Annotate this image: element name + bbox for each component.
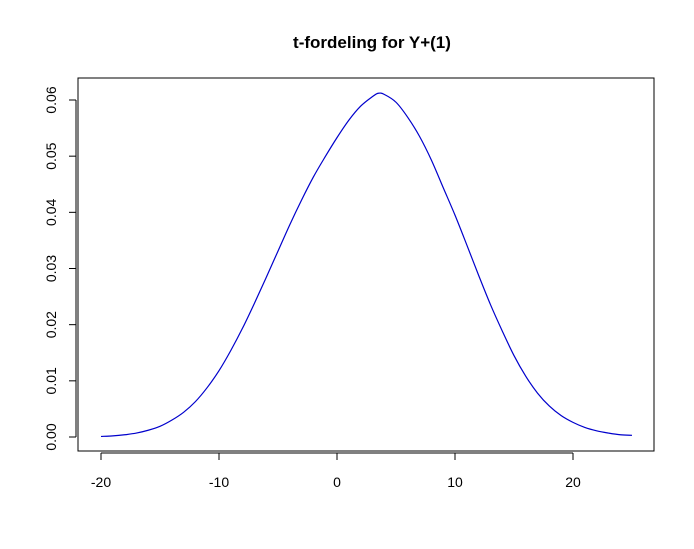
data-point [584,427,585,428]
data-point [242,327,243,328]
y-tick-label: 0.04 [43,198,59,225]
density-curve-line [100,92,633,438]
data-point [466,244,467,245]
data-point [631,435,632,436]
data-point [490,304,491,305]
y-tick-label: 0.02 [43,311,59,338]
data-point [384,94,385,95]
data-point [195,401,196,402]
data-point [525,376,526,377]
y-tick-label: 0.01 [43,367,59,394]
data-point [419,136,420,137]
data-point [313,176,314,177]
data-point [100,436,101,437]
series-layer [100,92,633,438]
data-point [431,159,432,160]
data-point [266,277,267,278]
data-point [301,199,302,200]
data-point [277,250,278,251]
data-point [230,350,231,351]
y-tick-label: 0.05 [43,142,59,169]
data-point [378,93,379,94]
data-point [596,430,597,431]
y-axis: 0.00 0.01 0.02 0.03 0.04 0.05 0.06 [43,86,77,451]
x-tick-label: -20 [91,474,111,490]
data-point [537,393,538,394]
data-point [407,117,408,118]
x-tick-label: -10 [209,474,229,490]
data-point [325,156,326,157]
data-point [502,330,503,331]
data-point [395,102,396,103]
chart-title: t-fordeling for Y+(1) [293,33,451,52]
plot-frame [77,77,655,452]
data-point [159,426,160,427]
data-point [148,430,149,431]
data-point [561,415,562,416]
x-tick-label: 0 [333,474,341,490]
data-point [360,106,361,107]
data-point [207,387,208,388]
data-point [454,215,455,216]
data-point [620,434,621,435]
y-tick-label: 0.03 [43,255,59,282]
data-point [478,275,479,276]
x-axis: -20 -10 0 10 20 [91,452,581,490]
data-point [254,303,255,304]
data-point [608,432,609,433]
data-point [443,187,444,188]
data-point [183,412,184,413]
data-point [513,355,514,356]
data-point [112,435,113,436]
data-point [124,434,125,435]
data-point [572,422,573,423]
data-point [171,420,172,421]
data-point [549,406,550,407]
x-tick-label: 20 [565,474,581,490]
data-point [348,120,349,121]
x-tick-label: 10 [447,474,463,490]
data-point [136,432,137,433]
y-tick-label: 0.00 [43,423,59,450]
data-point [218,370,219,371]
y-tick-label: 0.06 [43,86,59,113]
data-point [336,137,337,138]
data-point [372,96,373,97]
data-point [289,224,290,225]
